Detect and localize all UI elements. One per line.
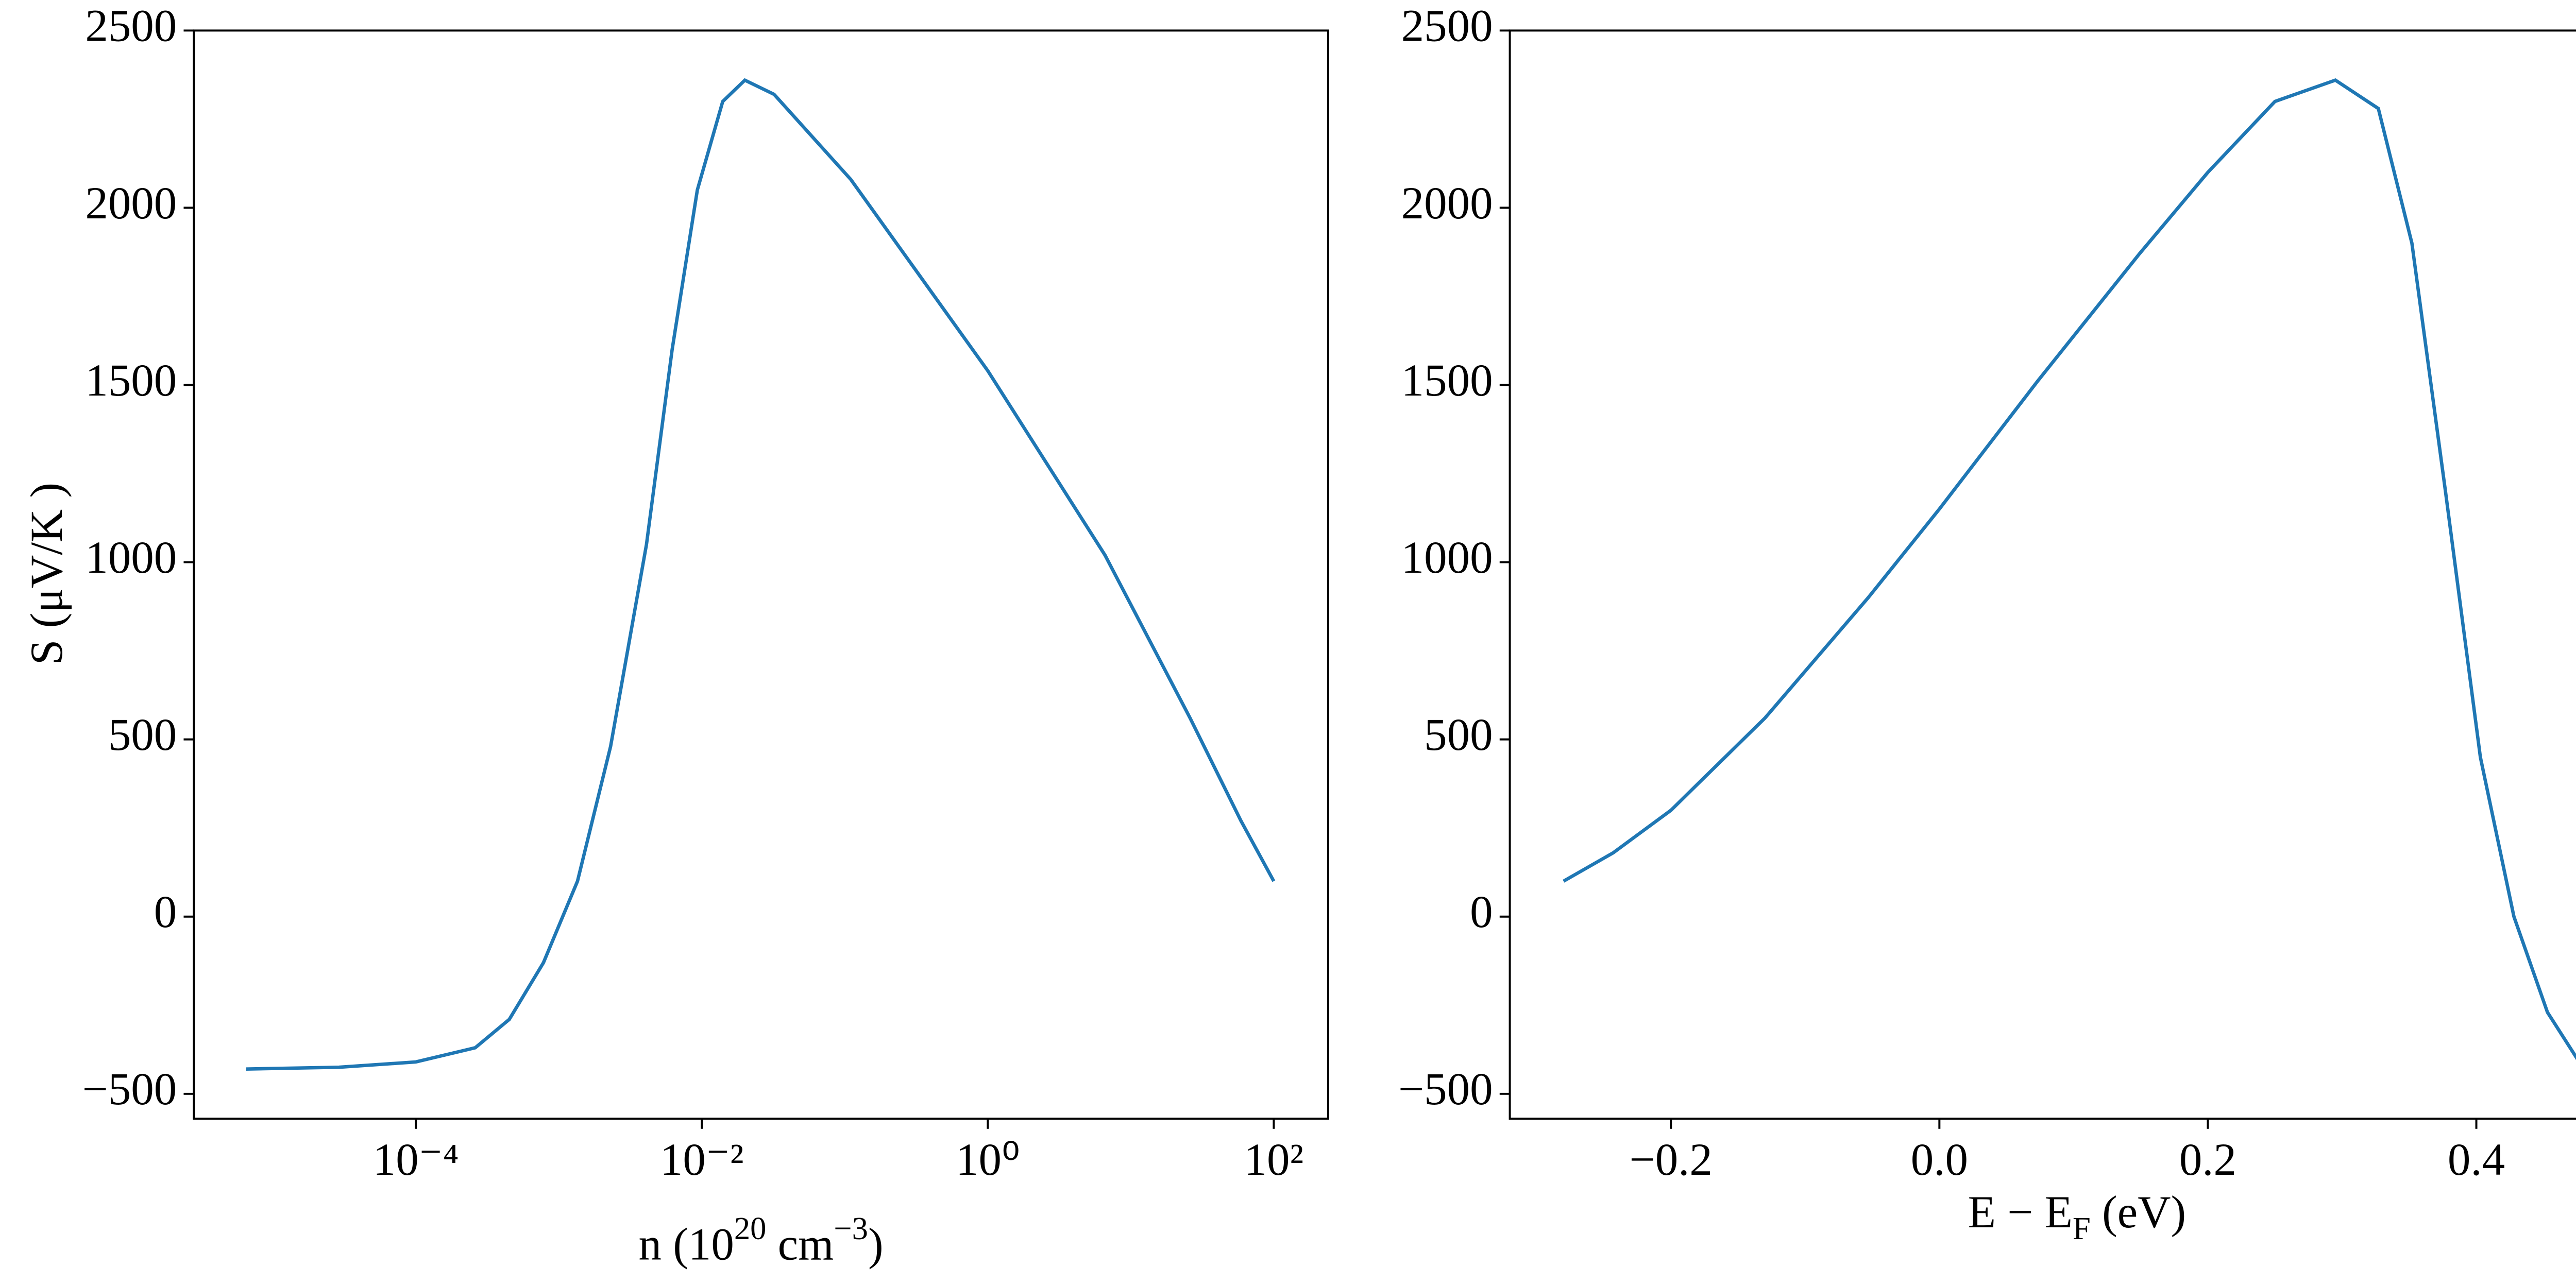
- y-axis-label: S (μV/K ): [22, 483, 72, 665]
- y-tick-label: 0: [154, 887, 177, 937]
- label-part: (eV): [2091, 1187, 2186, 1238]
- label-subscript: F: [2073, 1210, 2091, 1246]
- x-tick-label: 0.4: [2448, 1135, 2505, 1185]
- y-tick-label: 2000: [1401, 178, 1493, 229]
- x-tick-label: 10²: [1244, 1135, 1304, 1185]
- y-tick-label: −500: [1398, 1064, 1493, 1115]
- x-tick-label: −0.2: [1630, 1135, 1713, 1185]
- data-line: [246, 78, 1276, 1071]
- y-tick-label: 1500: [85, 355, 177, 406]
- data-line: [1563, 78, 2576, 1060]
- x-axis-label: n (1020 cm−3): [639, 1210, 884, 1270]
- label-part: ): [868, 1220, 884, 1270]
- x-tick-label: 10⁻⁴: [373, 1135, 459, 1185]
- x-tick-label: 0.2: [2179, 1135, 2236, 1185]
- y-tick-label: 2000: [85, 178, 177, 229]
- label-part: cm: [766, 1220, 834, 1270]
- y-tick-label: 500: [1424, 710, 1493, 760]
- x-tick-label: 10⁰: [956, 1135, 1020, 1185]
- y-tick-label: −500: [82, 1064, 177, 1115]
- y-tick-label: 1000: [85, 533, 177, 583]
- label-part: n (10: [639, 1220, 734, 1270]
- plot-frame: [1509, 29, 2576, 1120]
- x-tick-label: 10⁻²: [660, 1135, 744, 1185]
- y-tick-label: 1000: [1401, 533, 1493, 583]
- x-tick-label: 0.0: [1911, 1135, 1968, 1185]
- y-tick-label: 500: [108, 710, 177, 760]
- y-tick-label: 0: [1470, 887, 1493, 937]
- x-axis-label: E − EF (eV): [1968, 1187, 2186, 1246]
- y-tick-label: 2500: [1401, 1, 1493, 52]
- y-tick-label: 1500: [1401, 355, 1493, 406]
- label-superscript: 20: [734, 1210, 767, 1246]
- plot-frame: [193, 29, 1329, 1120]
- label-superscript: −3: [834, 1210, 868, 1246]
- label-part: E − E: [1968, 1187, 2073, 1238]
- y-tick-label: 2500: [85, 1, 177, 52]
